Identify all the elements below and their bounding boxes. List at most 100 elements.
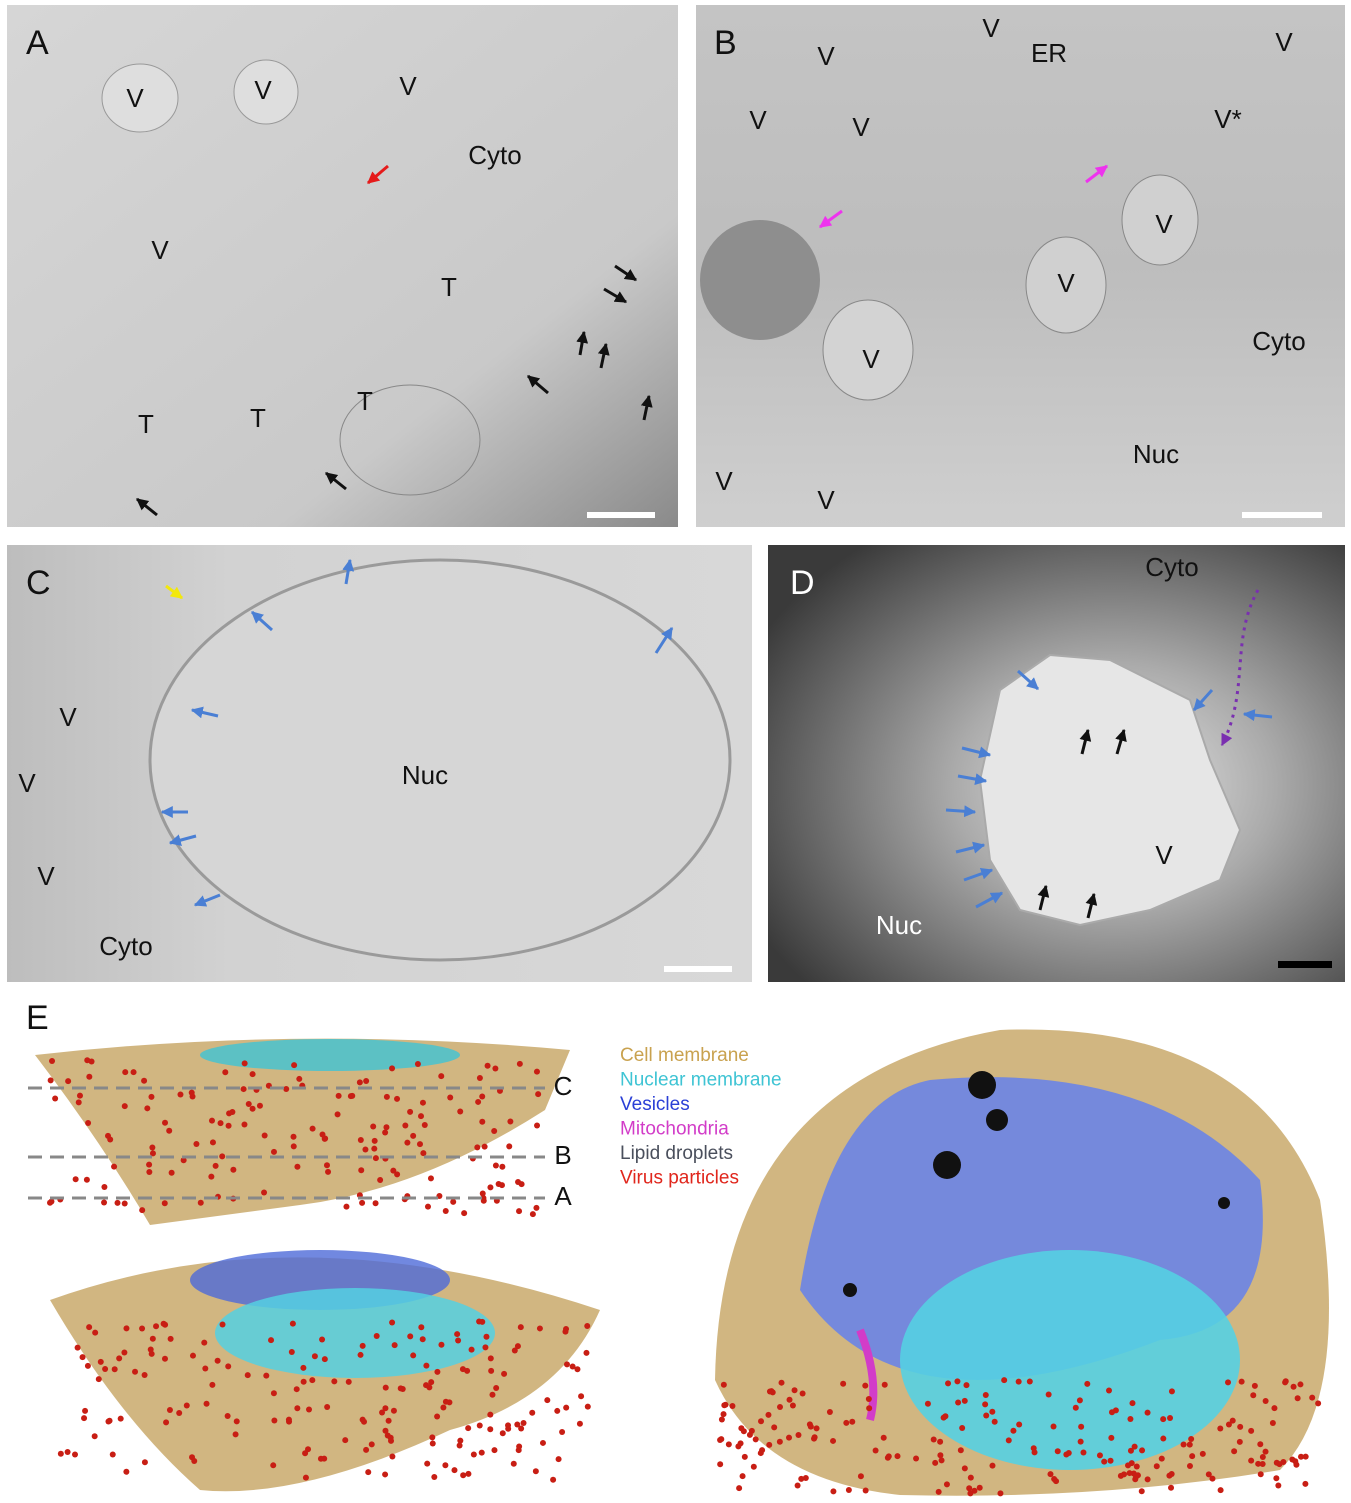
virus-dot bbox=[86, 1324, 92, 1330]
virus-dot bbox=[843, 1420, 849, 1426]
virus-dot bbox=[383, 1385, 389, 1391]
virus-dot bbox=[451, 1467, 457, 1473]
annotation: V bbox=[1057, 268, 1075, 298]
virus-dot bbox=[1273, 1475, 1279, 1481]
virus-dot bbox=[394, 1096, 400, 1102]
virus-dot bbox=[1109, 1409, 1115, 1415]
virus-dot bbox=[1078, 1439, 1084, 1445]
virus-dot bbox=[1187, 1442, 1193, 1448]
virus-dot bbox=[263, 1373, 269, 1379]
virus-dot bbox=[289, 1349, 295, 1355]
virus-dot bbox=[383, 1124, 389, 1130]
annotation: V bbox=[126, 83, 144, 113]
virus-dot bbox=[306, 1407, 312, 1413]
virus-dot bbox=[271, 1418, 277, 1424]
virus-dot bbox=[534, 1069, 540, 1075]
virus-dot bbox=[386, 1418, 392, 1424]
virus-dot bbox=[96, 1376, 102, 1382]
virus-dot bbox=[410, 1352, 416, 1358]
virus-dot bbox=[779, 1380, 785, 1386]
virus-dot bbox=[346, 1379, 352, 1385]
virus-dot bbox=[457, 1108, 463, 1114]
virus-dot bbox=[420, 1150, 426, 1156]
virus-dot bbox=[1010, 1428, 1016, 1434]
virus-dot bbox=[475, 1099, 481, 1105]
virus-dot bbox=[250, 1106, 256, 1112]
virus-dot bbox=[309, 1377, 315, 1383]
virus-dot bbox=[562, 1329, 568, 1335]
virus-dot bbox=[989, 1463, 995, 1469]
virus-dot bbox=[310, 1126, 316, 1132]
virus-dot bbox=[198, 1200, 204, 1206]
virus-dot bbox=[866, 1396, 872, 1402]
virus-dot bbox=[514, 1421, 520, 1427]
virus-dot bbox=[190, 1094, 196, 1100]
virus-dot bbox=[530, 1211, 536, 1217]
virus-dot bbox=[759, 1447, 765, 1453]
annotation: V bbox=[749, 105, 767, 135]
virus-dot bbox=[830, 1438, 836, 1444]
virus-dot bbox=[105, 1133, 111, 1139]
virus-dot bbox=[58, 1451, 64, 1457]
virus-dot bbox=[1051, 1476, 1057, 1482]
virus-dot bbox=[1139, 1488, 1145, 1494]
virus-dot bbox=[506, 1143, 512, 1149]
virus-dot bbox=[958, 1447, 964, 1453]
panel-label: E bbox=[26, 999, 49, 1037]
virus-dot bbox=[1078, 1424, 1084, 1430]
virus-dot bbox=[324, 1404, 330, 1410]
virus-dot bbox=[963, 1382, 969, 1388]
virus-dot bbox=[121, 1349, 127, 1355]
virus-dot bbox=[786, 1435, 792, 1441]
virus-dot bbox=[583, 1350, 589, 1356]
annotation: V bbox=[1155, 840, 1173, 870]
virus-dot bbox=[554, 1408, 560, 1414]
annotation: V bbox=[18, 768, 36, 798]
virus-dot bbox=[1297, 1381, 1303, 1387]
virus-dot bbox=[417, 1141, 423, 1147]
virus-dot bbox=[477, 1075, 483, 1081]
virus-dot bbox=[1145, 1476, 1151, 1482]
annotation: V bbox=[1275, 27, 1293, 57]
virus-dot bbox=[234, 1418, 240, 1424]
virus-dot bbox=[487, 1412, 493, 1418]
virus-dot bbox=[1016, 1379, 1022, 1385]
virus-dot bbox=[455, 1337, 461, 1343]
annotation: T bbox=[138, 409, 154, 439]
virus-dot bbox=[1237, 1424, 1243, 1430]
virus-dot bbox=[955, 1399, 961, 1405]
virus-dot bbox=[357, 1079, 363, 1085]
virus-dot bbox=[1101, 1459, 1107, 1465]
virus-dot bbox=[149, 1144, 155, 1150]
virus-dot bbox=[407, 1333, 413, 1339]
virus-dot bbox=[846, 1487, 852, 1493]
virus-dot bbox=[487, 1426, 493, 1432]
virus-dot bbox=[215, 1358, 221, 1364]
virus-dot bbox=[721, 1382, 727, 1388]
virus-dot bbox=[790, 1402, 796, 1408]
virus-dot bbox=[402, 1123, 408, 1129]
virus-dot bbox=[574, 1366, 580, 1372]
virus-dot bbox=[420, 1100, 426, 1106]
virus-dot bbox=[792, 1387, 798, 1393]
virus-dot bbox=[162, 1356, 168, 1362]
virus-dot bbox=[1127, 1470, 1133, 1476]
virus-dot bbox=[537, 1325, 543, 1331]
virus-dot bbox=[827, 1409, 833, 1415]
virus-dot bbox=[479, 1093, 485, 1099]
annotation: T bbox=[441, 272, 457, 302]
virus-dot bbox=[166, 1128, 172, 1134]
virus-dot bbox=[201, 1340, 207, 1346]
virus-dot bbox=[768, 1388, 774, 1394]
virus-dot bbox=[142, 1459, 148, 1465]
virus-dot bbox=[440, 1404, 446, 1410]
virus-dot bbox=[966, 1485, 972, 1491]
virus-dot bbox=[1263, 1398, 1269, 1404]
virus-dot bbox=[358, 1137, 364, 1143]
virus-dot bbox=[153, 1323, 159, 1329]
virus-dot bbox=[477, 1423, 483, 1429]
virus-dot bbox=[722, 1402, 728, 1408]
virus-dot bbox=[193, 1141, 199, 1147]
virus-dot bbox=[319, 1131, 325, 1137]
virus-dot bbox=[1248, 1428, 1254, 1434]
